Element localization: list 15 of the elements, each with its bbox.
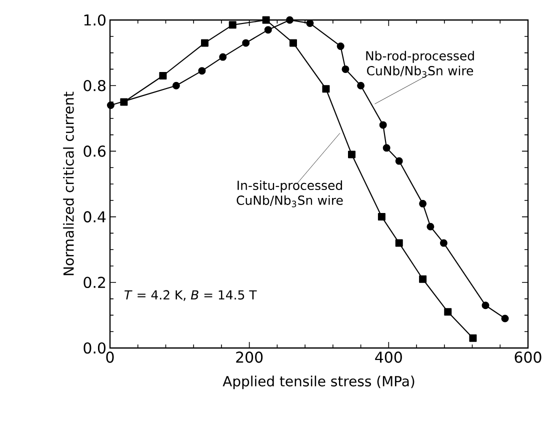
y-tick-label: 0.4 [84, 211, 106, 222]
series-label: In-situ-processed CuNb/Nb$_{3}$Sn wire [236, 180, 343, 208]
x-axis-title: Applied tensile stress (MPa) [222, 376, 414, 390]
y-tick-label: 0.0 [84, 342, 106, 354]
y-tick-label: 0.8 [84, 80, 106, 92]
y-tick-label: 0.6 [84, 146, 106, 157]
y-tick-label: 1.0 [84, 14, 106, 26]
y-tick-label: 0.2 [84, 276, 105, 288]
y-axis-title: Normalized critical current [63, 92, 74, 276]
x-tick-label: 0 [106, 352, 114, 363]
x-tick-label: 400 [375, 352, 402, 363]
annotation: T = 4.2 K, B = 14.5 T [124, 290, 257, 301]
series-label: Nb-rod-processed CuNb/Nb$_{3}$Sn wire [366, 50, 474, 78]
x-tick-label: 600 [514, 352, 542, 363]
x-tick-label: 200 [236, 352, 263, 363]
